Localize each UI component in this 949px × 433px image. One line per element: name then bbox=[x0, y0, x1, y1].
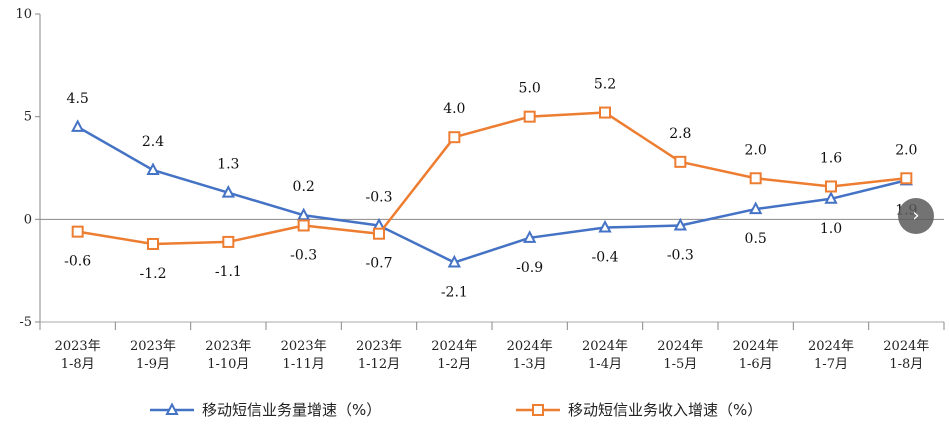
legend-label: 移动短信业务量增速（%） bbox=[202, 401, 381, 419]
data-label: 2.0 bbox=[895, 142, 917, 158]
y-tick-label: 0 bbox=[24, 212, 32, 227]
x-tick-label-period: 1-9月 bbox=[136, 357, 170, 372]
data-label: 5.2 bbox=[594, 77, 616, 93]
data-label: -0.7 bbox=[366, 256, 393, 272]
data-label: -0.3 bbox=[667, 247, 694, 263]
data-point bbox=[598, 219, 612, 233]
x-tick-label-year: 2023年 bbox=[130, 339, 176, 354]
data-point bbox=[824, 191, 838, 204]
data-point bbox=[447, 254, 461, 268]
data-label: 4.0 bbox=[443, 101, 465, 117]
data-point bbox=[373, 227, 385, 240]
data-label: 4.5 bbox=[67, 91, 89, 107]
data-point bbox=[674, 155, 687, 168]
x-tick-label-period: 1-6月 bbox=[739, 357, 773, 372]
x-tick-label-period: 1-3月 bbox=[513, 357, 547, 372]
data-point bbox=[297, 219, 310, 232]
x-tick-label-year: 2023年 bbox=[55, 339, 101, 354]
data-label: 2.8 bbox=[669, 126, 691, 142]
data-point bbox=[71, 225, 84, 238]
data-point bbox=[71, 119, 85, 132]
data-point bbox=[825, 180, 837, 193]
data-label: 0.5 bbox=[745, 231, 767, 247]
data-point bbox=[448, 131, 461, 144]
data-label: 1.0 bbox=[820, 221, 842, 237]
data-point bbox=[523, 110, 536, 123]
x-tick-label-period: 1-4月 bbox=[588, 357, 622, 372]
data-label: -2.1 bbox=[441, 284, 468, 300]
data-point bbox=[147, 237, 159, 250]
data-point bbox=[523, 230, 537, 243]
x-tick-label-year: 2023年 bbox=[281, 339, 327, 354]
data-label: 1.6 bbox=[820, 150, 842, 166]
data-point bbox=[749, 172, 762, 185]
data-label: 2.0 bbox=[745, 142, 767, 158]
chevron-right-icon: › bbox=[912, 205, 920, 226]
x-tick-label-period: 1-8月 bbox=[61, 357, 95, 372]
data-point bbox=[599, 106, 611, 119]
data-label: 5.0 bbox=[519, 81, 541, 97]
data-point bbox=[146, 162, 160, 176]
data-label: -0.9 bbox=[516, 260, 543, 276]
legend-marker bbox=[532, 404, 544, 416]
x-tick-label-year: 2024年 bbox=[733, 339, 779, 354]
x-tick-label-year: 2023年 bbox=[205, 339, 251, 354]
data-point bbox=[673, 217, 687, 231]
x-tick-label-period: 1-7月 bbox=[814, 357, 848, 372]
data-point bbox=[900, 172, 913, 185]
data-label: -0.4 bbox=[592, 250, 619, 266]
x-tick-label-period: 1-2月 bbox=[437, 357, 471, 372]
x-tick-label-year: 2024年 bbox=[657, 339, 703, 354]
x-tick-label-year: 2023年 bbox=[356, 339, 402, 354]
data-point bbox=[749, 201, 763, 215]
data-point bbox=[297, 207, 311, 221]
y-tick-label: 10 bbox=[15, 7, 32, 22]
x-tick-label-period: 1-8月 bbox=[889, 357, 923, 372]
x-tick-label-period: 1-12月 bbox=[358, 357, 400, 372]
data-label: -0.3 bbox=[290, 247, 317, 263]
data-label: -1.1 bbox=[215, 264, 242, 280]
series-line-1 bbox=[77, 125, 907, 264]
legend-marker bbox=[165, 402, 179, 415]
x-tick-label-year: 2024年 bbox=[582, 339, 628, 354]
y-tick-label: 5 bbox=[24, 110, 32, 125]
x-tick-label-period: 1-11月 bbox=[283, 357, 325, 372]
x-tick-label-year: 2024年 bbox=[808, 339, 854, 354]
next-button[interactable]: › bbox=[898, 198, 934, 234]
x-tick-label-year: 2024年 bbox=[883, 339, 929, 354]
data-point bbox=[222, 235, 235, 248]
y-tick-label: -5 bbox=[19, 315, 32, 330]
x-tick-label-period: 1-5月 bbox=[663, 357, 697, 372]
data-label: 1.3 bbox=[217, 157, 239, 173]
legend-label: 移动短信业务收入增速（%） bbox=[568, 401, 762, 419]
data-label: 0.2 bbox=[293, 179, 315, 195]
data-label: -1.2 bbox=[140, 266, 167, 282]
x-tick-label-period: 1-10月 bbox=[207, 357, 249, 372]
data-label: -0.3 bbox=[366, 189, 393, 205]
series-line-2 bbox=[77, 111, 907, 246]
x-tick-label-year: 2024年 bbox=[431, 339, 477, 354]
x-tick-label-year: 2024年 bbox=[507, 339, 553, 354]
data-label: 2.4 bbox=[142, 134, 164, 150]
data-label: -0.6 bbox=[64, 254, 91, 270]
data-point bbox=[221, 184, 235, 198]
